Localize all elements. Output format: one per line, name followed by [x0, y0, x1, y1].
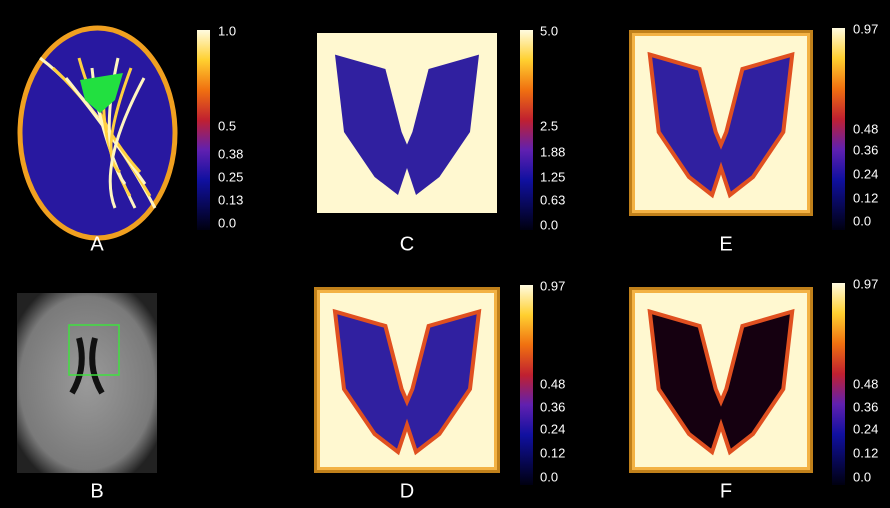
colorbar-tick-label: 0.25 — [218, 169, 243, 184]
panel-label: C — [400, 233, 414, 255]
colorbar-tick-label: 0.0 — [853, 469, 871, 484]
colorbar-tick-label: 0.12 — [853, 445, 878, 460]
colorbar-tick-label: 0.97 — [853, 276, 878, 291]
colorbar-tick-label: 0.24 — [853, 166, 878, 181]
colorbar-tick-label: 0.48 — [853, 121, 878, 136]
colorbar-tick-label: 0.0 — [540, 217, 558, 232]
mri-image — [17, 293, 157, 473]
colorbar-tick-label: 1.0 — [218, 23, 236, 38]
panel: B — [17, 293, 157, 502]
panel-label: E — [719, 233, 732, 255]
panel: D 0.97 0.48 0.36 0.24 0.12 0.0 — [317, 278, 565, 502]
panel: A 1.0 0.5 0.38 0.25 0.13 0.0 — [20, 23, 243, 255]
figure: A 1.0 0.5 0.38 0.25 0.13 0.0 C 5.0 2.5 1.88 1.25 0.6… — [0, 0, 890, 508]
colorbar-tick-label: 1.25 — [540, 169, 565, 184]
panel: F 0.97 0.48 0.36 0.24 0.12 0.0 — [632, 276, 878, 502]
colorbar-tick-label: 0.97 — [540, 278, 565, 293]
colorbar-tick-label: 0.24 — [540, 421, 565, 436]
colorbar-tick-label: 0.12 — [540, 445, 565, 460]
colorbar-tick-label: 1.88 — [540, 144, 565, 159]
colorbar-tick-label: 0.36 — [853, 399, 878, 414]
colorbar-tick-label: 2.5 — [540, 118, 558, 133]
colorbar — [832, 28, 845, 230]
colorbar-tick-label: 0.48 — [540, 376, 565, 391]
colorbar — [197, 30, 210, 230]
colorbar — [520, 285, 533, 485]
colorbar-tick-label: 0.0 — [853, 213, 871, 228]
colorbar-tick-label: 0.24 — [853, 421, 878, 436]
panel-label: D — [400, 480, 414, 502]
panel-label: A — [90, 233, 104, 255]
colorbar-tick-label: 0.13 — [218, 192, 243, 207]
colorbar-tick-label: 5.0 — [540, 23, 558, 38]
colorbar-tick-label: 0.38 — [218, 146, 243, 161]
panel-label: F — [720, 480, 732, 502]
colorbar — [520, 30, 533, 230]
colorbar-tick-label: 0.97 — [853, 21, 878, 36]
colorbar-tick-label: 0.36 — [540, 399, 565, 414]
colorbar — [832, 283, 845, 485]
colorbar-tick-label: 0.5 — [218, 118, 236, 133]
colorbar-tick-label: 0.63 — [540, 192, 565, 207]
colorbar-tick-label: 0.0 — [540, 469, 558, 484]
colorbar-tick-label: 0.48 — [853, 376, 878, 391]
colorbar-tick-label: 0.12 — [853, 190, 878, 205]
panel-label: B — [90, 480, 103, 502]
colorbar-tick-label: 0.0 — [218, 215, 236, 230]
colorbar-tick-label: 0.36 — [853, 142, 878, 157]
